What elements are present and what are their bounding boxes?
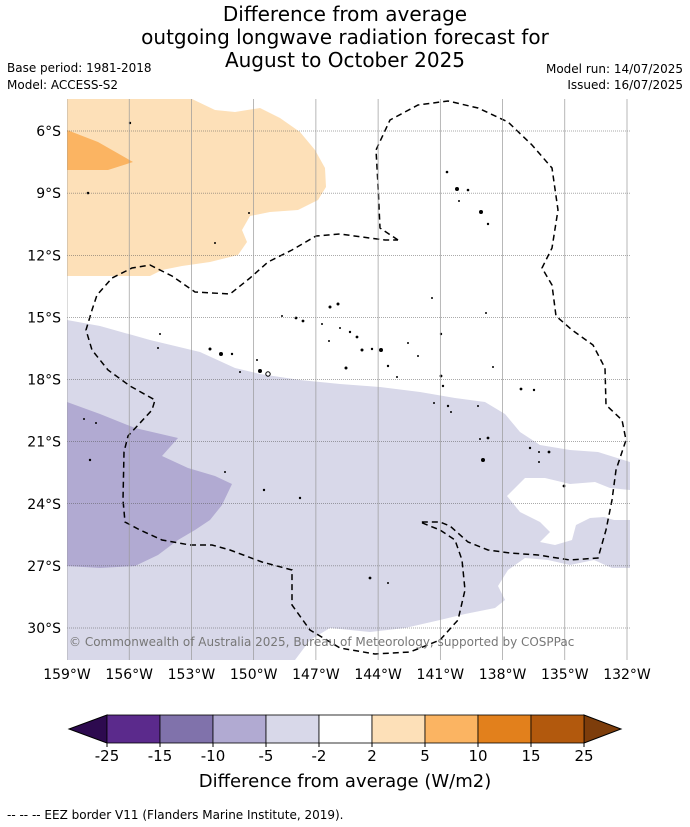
eez-border [85,100,627,655]
longitude-tick-label: 144°W [354,667,402,683]
colorbar-over-arrow [583,714,623,744]
eez-footnote: -- -- -- EEZ border V11 (Flanders Marine… [7,808,344,822]
colorbar-tick-label: -2 [312,747,327,765]
colorbar-under-arrow [67,714,108,744]
anomaly-region-2-to-5 [67,99,326,276]
issued-date: Issued: 16/07/2025 [567,78,683,92]
copyright-notice: © Commonwealth of Australia 2025, Bureau… [69,635,574,649]
longitude-tick-label: 159°W [43,667,91,683]
colorbar-tick-label: 15 [521,747,540,765]
island-markers [83,121,566,584]
longitude-tick-label: 135°W [541,667,589,683]
colorbar-segment [477,714,532,744]
latitude-tick-label: 30°S [27,621,61,637]
longitude-tick-label: 138°W [479,667,527,683]
gridlines [67,99,630,660]
map-plot-area [67,99,630,660]
base-period: Base period: 1981-2018 [7,61,152,75]
colorbar-tick-label: 25 [574,747,593,765]
latitude-tick-label: 27°S [27,559,61,575]
colorbar-tick-label: -25 [95,747,120,765]
colorbar-segment [530,714,585,744]
latitude-tick-label: 15°S [27,310,61,326]
colorbar-label: Difference from average (W/m2) [198,771,492,792]
colorbar-tick-label: 10 [468,747,487,765]
title-line-2: outgoing longwave radiation forecast for [141,25,549,49]
colorbar-segment [212,714,267,744]
colorbar-segment [424,714,479,744]
longitude-tick-label: 153°W [168,667,216,683]
latitude-tick-label: 9°S [36,186,61,202]
longitude-tick-label: 132°W [603,667,651,683]
colorbar-tick-label: 5 [420,747,430,765]
longitude-tick-label: 156°W [105,667,153,683]
longitude-tick-label: 150°W [230,667,278,683]
longitude-tick-label: 141°W [417,667,465,683]
colorbar-segment [318,714,373,744]
model-name: Model: ACCESS-S2 [7,78,119,92]
colorbar-tick-label: -10 [201,747,226,765]
colorbar-tick-label: 2 [367,747,377,765]
longitude-tick-label: 147°W [292,667,340,683]
anomaly-region-minus5-to-minus2 [67,320,630,660]
latitude-labels: 6°S 9°S 12°S 15°S 18°S 21°S 24°S 27°S 30°S [27,124,61,637]
anomaly-region-minus10-to-minus5 [67,402,232,568]
colorbar: -25 -15 -10 -5 -2 2 5 10 15 25 [67,714,623,765]
longitude-labels: 159°W 156°W 153°W 150°W 147°W 144°W 141°W 138°W… [43,667,651,683]
colorbar-tick-label: -15 [148,747,173,765]
latitude-tick-label: 24°S [27,497,61,513]
latitude-tick-label: 21°S [27,435,61,451]
latitude-tick-label: 12°S [27,248,61,264]
model-run-date: Model run: 14/07/2025 [545,62,683,76]
anomaly-region-5-to-10 [67,130,133,170]
colorbar-tick-label: -5 [259,747,274,765]
title-line-3: August to October 2025 [224,48,466,72]
colorbar-segment [159,714,214,744]
latitude-tick-label: 18°S [27,373,61,389]
latitude-tick-label: 6°S [36,124,61,140]
colorbar-segment [106,714,161,744]
title-line-1: Difference from average [222,2,468,26]
colorbar-segment [371,714,426,744]
colorbar-segment [265,714,320,744]
